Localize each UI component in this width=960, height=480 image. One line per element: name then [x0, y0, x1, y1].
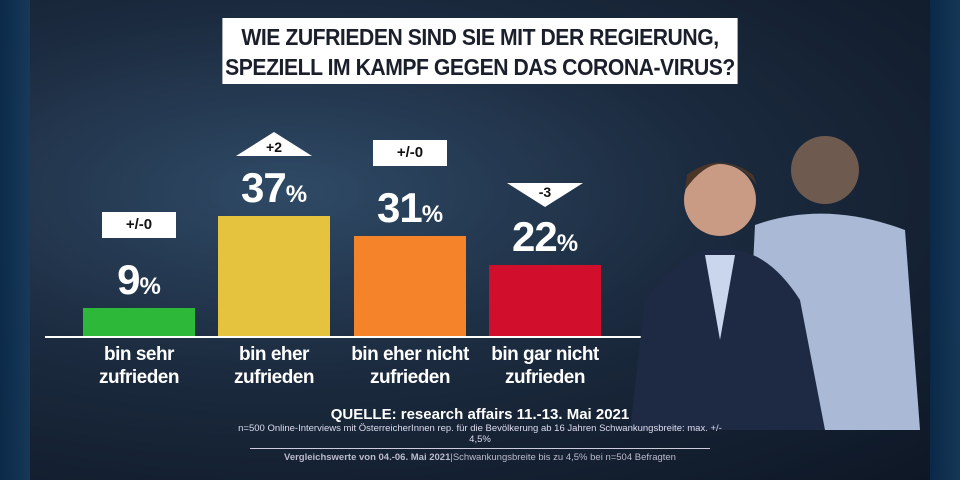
- value-number: 31: [376, 183, 423, 231]
- category-label: bin eher nicht zufrieden: [340, 343, 480, 389]
- value-unit: %: [421, 200, 444, 228]
- change-box: +/-0: [373, 139, 447, 166]
- source-method: n=500 Online-Interviews mit Österreicher…: [238, 423, 722, 445]
- category-label: bin sehr zufrieden: [69, 343, 209, 389]
- value-label: 9%: [69, 256, 209, 304]
- person-left-hair: [685, 162, 757, 190]
- change-down-icon: -3: [507, 183, 583, 208]
- source-note: QUELLE: research affairs 11.-13. Mai 202…: [230, 406, 730, 463]
- value-number: 9: [117, 255, 140, 303]
- background-edge-left: [0, 0, 30, 480]
- category-line: zufrieden: [370, 367, 450, 388]
- bar-4: [489, 265, 601, 337]
- category-line: bin sehr: [104, 344, 174, 365]
- politicians-photo: [630, 136, 920, 430]
- background-edge-right: [930, 0, 960, 480]
- comparison-detail: |Schwankungsbreite bis zu 4,5% bei n=504…: [450, 452, 676, 463]
- bar-2: [218, 216, 330, 337]
- category-line: bin eher nicht: [351, 344, 469, 365]
- title-line-2: SPEZIELL IM KAMPF GEGEN DAS CORONA-VIRUS…: [225, 54, 735, 80]
- person-right-head: [791, 136, 859, 204]
- value-unit: %: [139, 272, 161, 300]
- category-line: bin eher: [239, 344, 309, 365]
- change-box: +/-0: [102, 211, 176, 238]
- value-label: 31%: [340, 184, 480, 232]
- value-number: 22: [511, 213, 558, 261]
- category-label: bin gar nicht zufrieden: [475, 343, 615, 389]
- category-line: zufrieden: [505, 367, 585, 388]
- change-up-icon: +2: [236, 132, 312, 156]
- category-label: bin eher zufrieden: [204, 343, 344, 389]
- value-label: 22%: [475, 213, 615, 261]
- value-unit: %: [556, 230, 579, 258]
- category-line: zufrieden: [234, 367, 314, 388]
- category-line: zufrieden: [99, 367, 179, 388]
- bar-1: [83, 307, 195, 337]
- value-unit: %: [285, 181, 308, 208]
- person-left-head: [684, 164, 756, 236]
- value-label: 37%: [204, 164, 344, 212]
- comparison-note: Vergleichswerte von 04.-06. Mai 2021|Sch…: [230, 452, 730, 463]
- person-left-body: [630, 249, 825, 430]
- baseline: [45, 336, 657, 338]
- source-title: QUELLE: research affairs 11.-13. Mai 202…: [330, 406, 630, 423]
- bar-3: [354, 235, 466, 337]
- comparison-date: Vergleichswerte von 04.-06. Mai 2021: [284, 452, 451, 463]
- chart-title: WIE ZUFRIEDEN SIND SIE MIT DER REGIERUNG…: [222, 18, 738, 84]
- source-divider: [250, 448, 710, 449]
- title-line-1: WIE ZUFRIEDEN SIND SIE MIT DER REGIERUNG…: [241, 24, 719, 50]
- category-line: bin gar nicht: [491, 344, 599, 365]
- person-left-shirt: [705, 255, 735, 340]
- value-number: 37: [240, 164, 287, 211]
